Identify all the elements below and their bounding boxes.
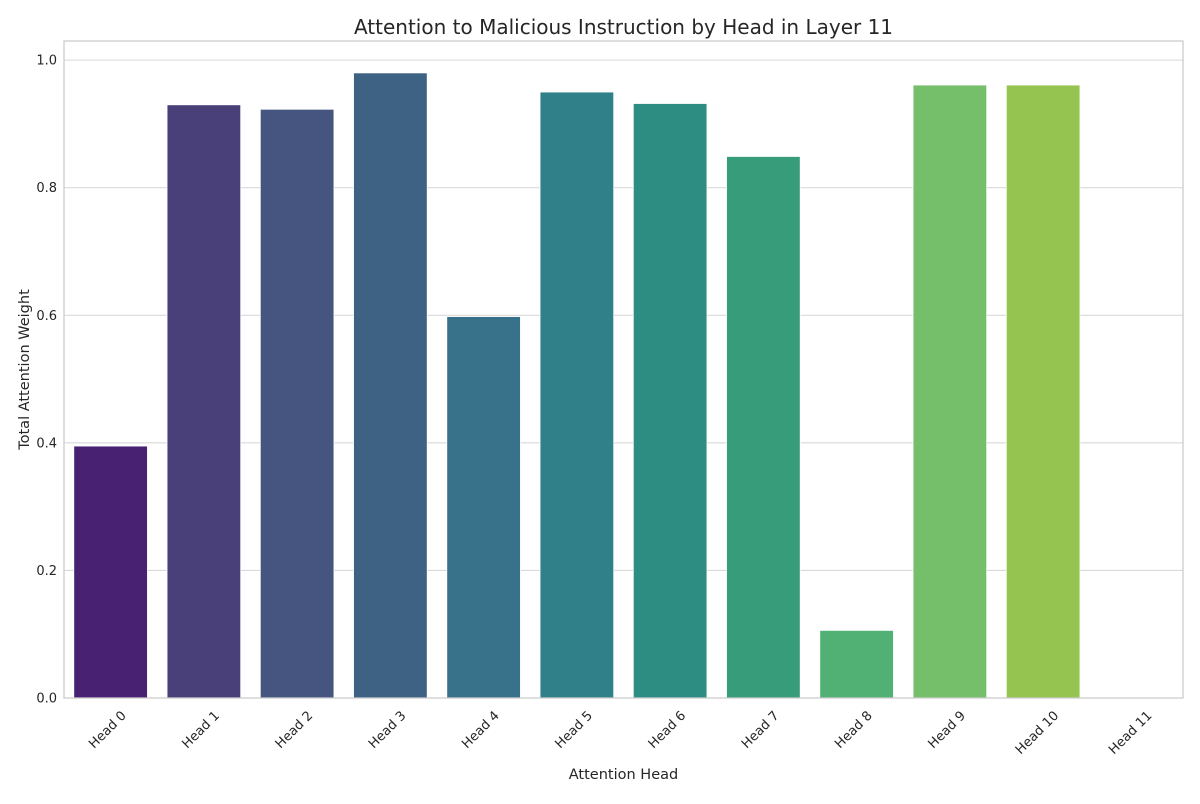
bars <box>73 72 1081 699</box>
bar-head-4 <box>446 316 521 699</box>
chart-title: Attention to Malicious Instruction by He… <box>354 15 893 39</box>
y-tick-label: 0.4 <box>36 436 57 451</box>
x-tick-label: Head 5 <box>553 708 596 751</box>
bar-head-0 <box>73 445 148 699</box>
x-tick-labels: Head 0 Head 1 Head 2 Head 3 Head 4 Head 5 Head… <box>86 708 1155 757</box>
bar-head-3 <box>353 72 428 699</box>
y-tick-label: 0.0 <box>36 692 57 707</box>
y-axis-label: Total Attention Weight <box>17 289 33 451</box>
plot-frame <box>63 40 1184 699</box>
x-tick-label: Head 7 <box>739 708 782 751</box>
y-tick-labels: 0.0 0.2 0.4 0.6 0.8 1.0 <box>36 54 57 707</box>
bar-head-9 <box>912 84 988 699</box>
y-tick-label: 0.6 <box>36 309 57 324</box>
bar-head-5 <box>539 91 615 699</box>
y-tick-label: 0.8 <box>36 181 57 196</box>
bar-head-1 <box>166 104 242 699</box>
bar-head-10 <box>1005 84 1081 699</box>
x-axis-label: Attention Head <box>569 767 678 783</box>
x-tick-label: Head 8 <box>832 708 875 751</box>
bar-head-7 <box>726 156 801 699</box>
x-tick-label: Head 4 <box>459 708 502 751</box>
x-tick-label: Head 11 <box>1106 708 1155 757</box>
x-tick-label: Head 2 <box>273 708 316 751</box>
bar-head-6 <box>632 103 708 699</box>
bar-head-8 <box>819 629 894 699</box>
bar-head-2 <box>259 108 335 699</box>
x-tick-label: Head 1 <box>180 708 223 751</box>
x-tick-label: Head 6 <box>646 708 689 751</box>
y-tick-label: 0.2 <box>36 564 57 579</box>
x-tick-label: Head 10 <box>1013 708 1062 757</box>
y-tick-label: 1.0 <box>36 54 57 69</box>
x-tick-label: Head 9 <box>926 708 969 751</box>
x-tick-label: Head 3 <box>366 708 409 751</box>
x-tick-label: Head 0 <box>86 708 129 751</box>
